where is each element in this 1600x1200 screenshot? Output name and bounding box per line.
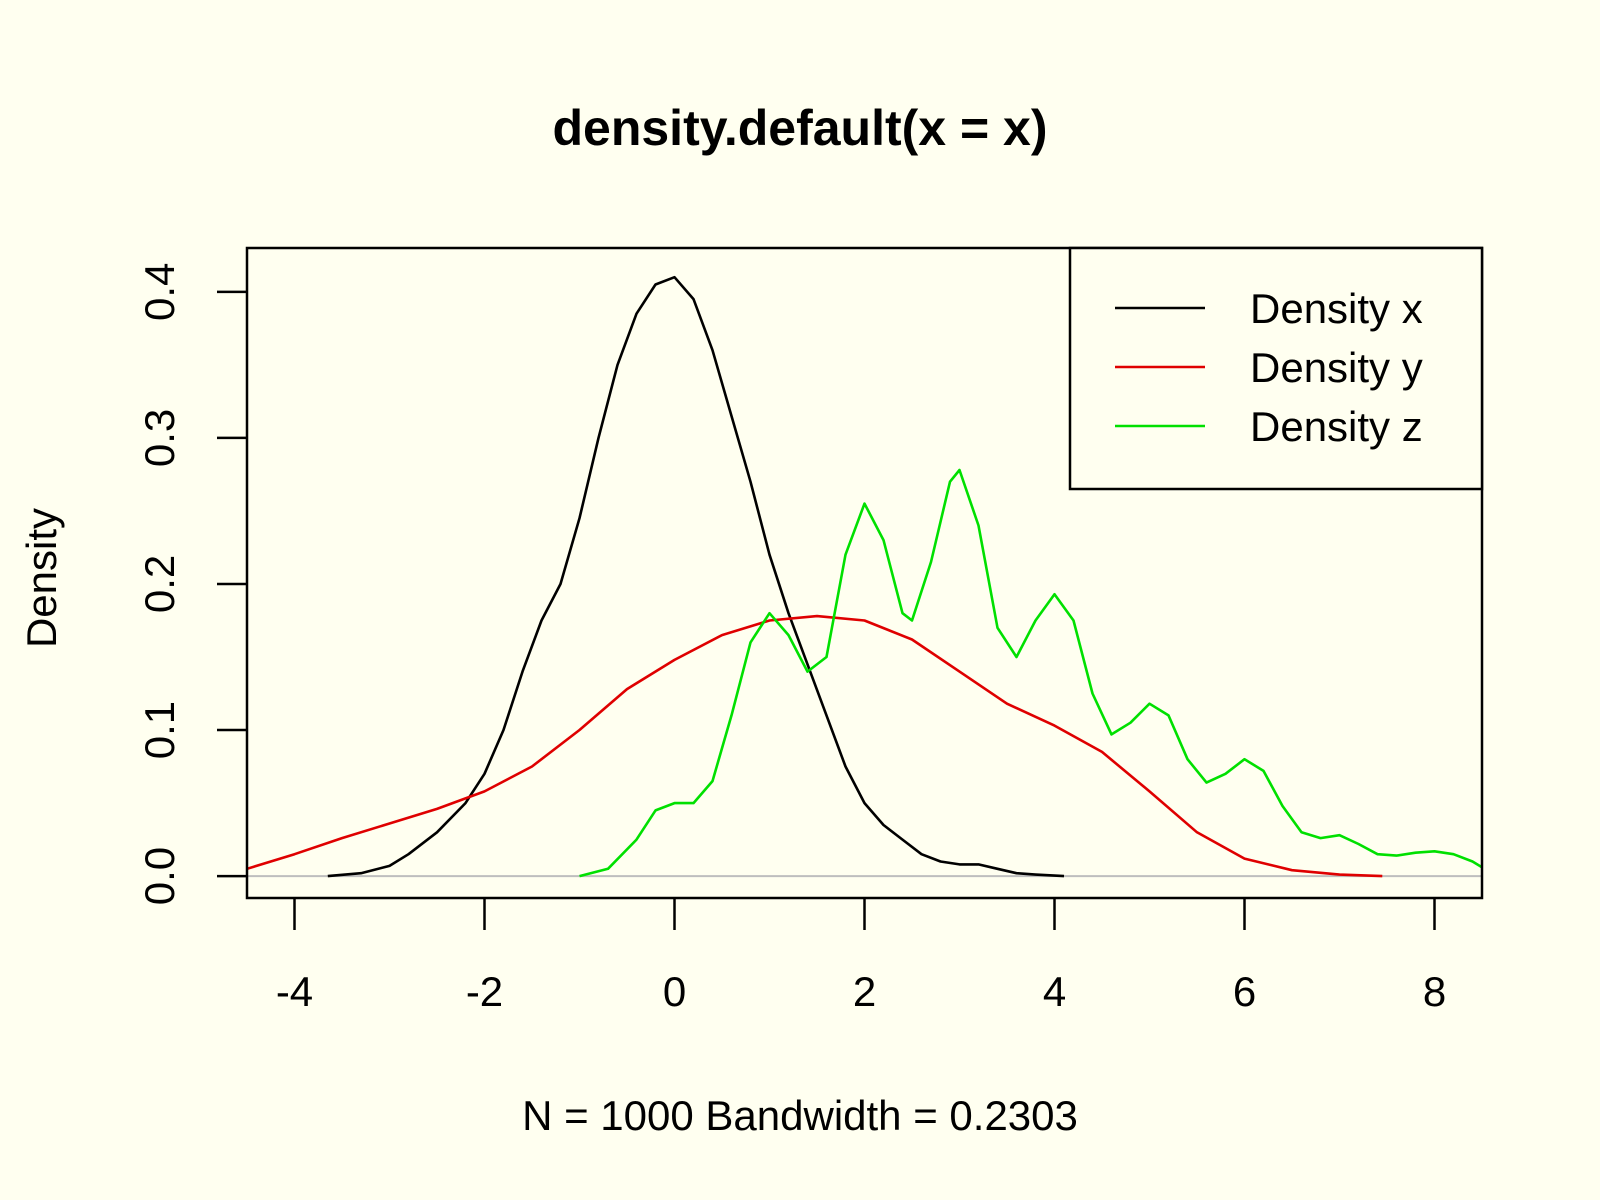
- x-tick-label: -2: [466, 968, 503, 1015]
- series-line-2: [247, 614, 1383, 878]
- y-axis-label: Density: [18, 508, 65, 648]
- y-tick-label: 0.3: [136, 409, 183, 467]
- x-tick-label: 0: [663, 968, 686, 1015]
- y-tick-label: 0.4: [136, 263, 183, 321]
- plot-area: [247, 275, 1482, 878]
- legend-box: [1068, 246, 1484, 491]
- x-tick-label: 6: [1233, 968, 1256, 1015]
- legend-label: Density x: [1250, 285, 1423, 332]
- series-line-1: [327, 275, 1065, 878]
- axes: -4 -2 0 2 4 6 8 0.0 0.1 0.2 0.3 0.4: [136, 263, 1446, 1015]
- plot-frame: [245, 246, 1484, 900]
- legend-label: Density z: [1250, 403, 1423, 450]
- x-axis-label: N = 1000 Bandwidth = 0.2303: [522, 1092, 1078, 1139]
- chart-title: density.default(x = x): [552, 100, 1047, 156]
- legend-label: Density y: [1250, 344, 1423, 391]
- x-tick-label: 4: [1043, 968, 1066, 1015]
- legend: Density x Density y Density z: [1068, 246, 1484, 491]
- x-tick-label: 2: [853, 968, 876, 1015]
- y-tick-label: 0.0: [136, 847, 183, 905]
- y-tick-label: 0.2: [136, 555, 183, 613]
- x-tick-label: -4: [276, 968, 313, 1015]
- x-tick-label: 8: [1423, 968, 1446, 1015]
- series-line-3: [579, 468, 1482, 878]
- y-tick-label: 0.1: [136, 701, 183, 759]
